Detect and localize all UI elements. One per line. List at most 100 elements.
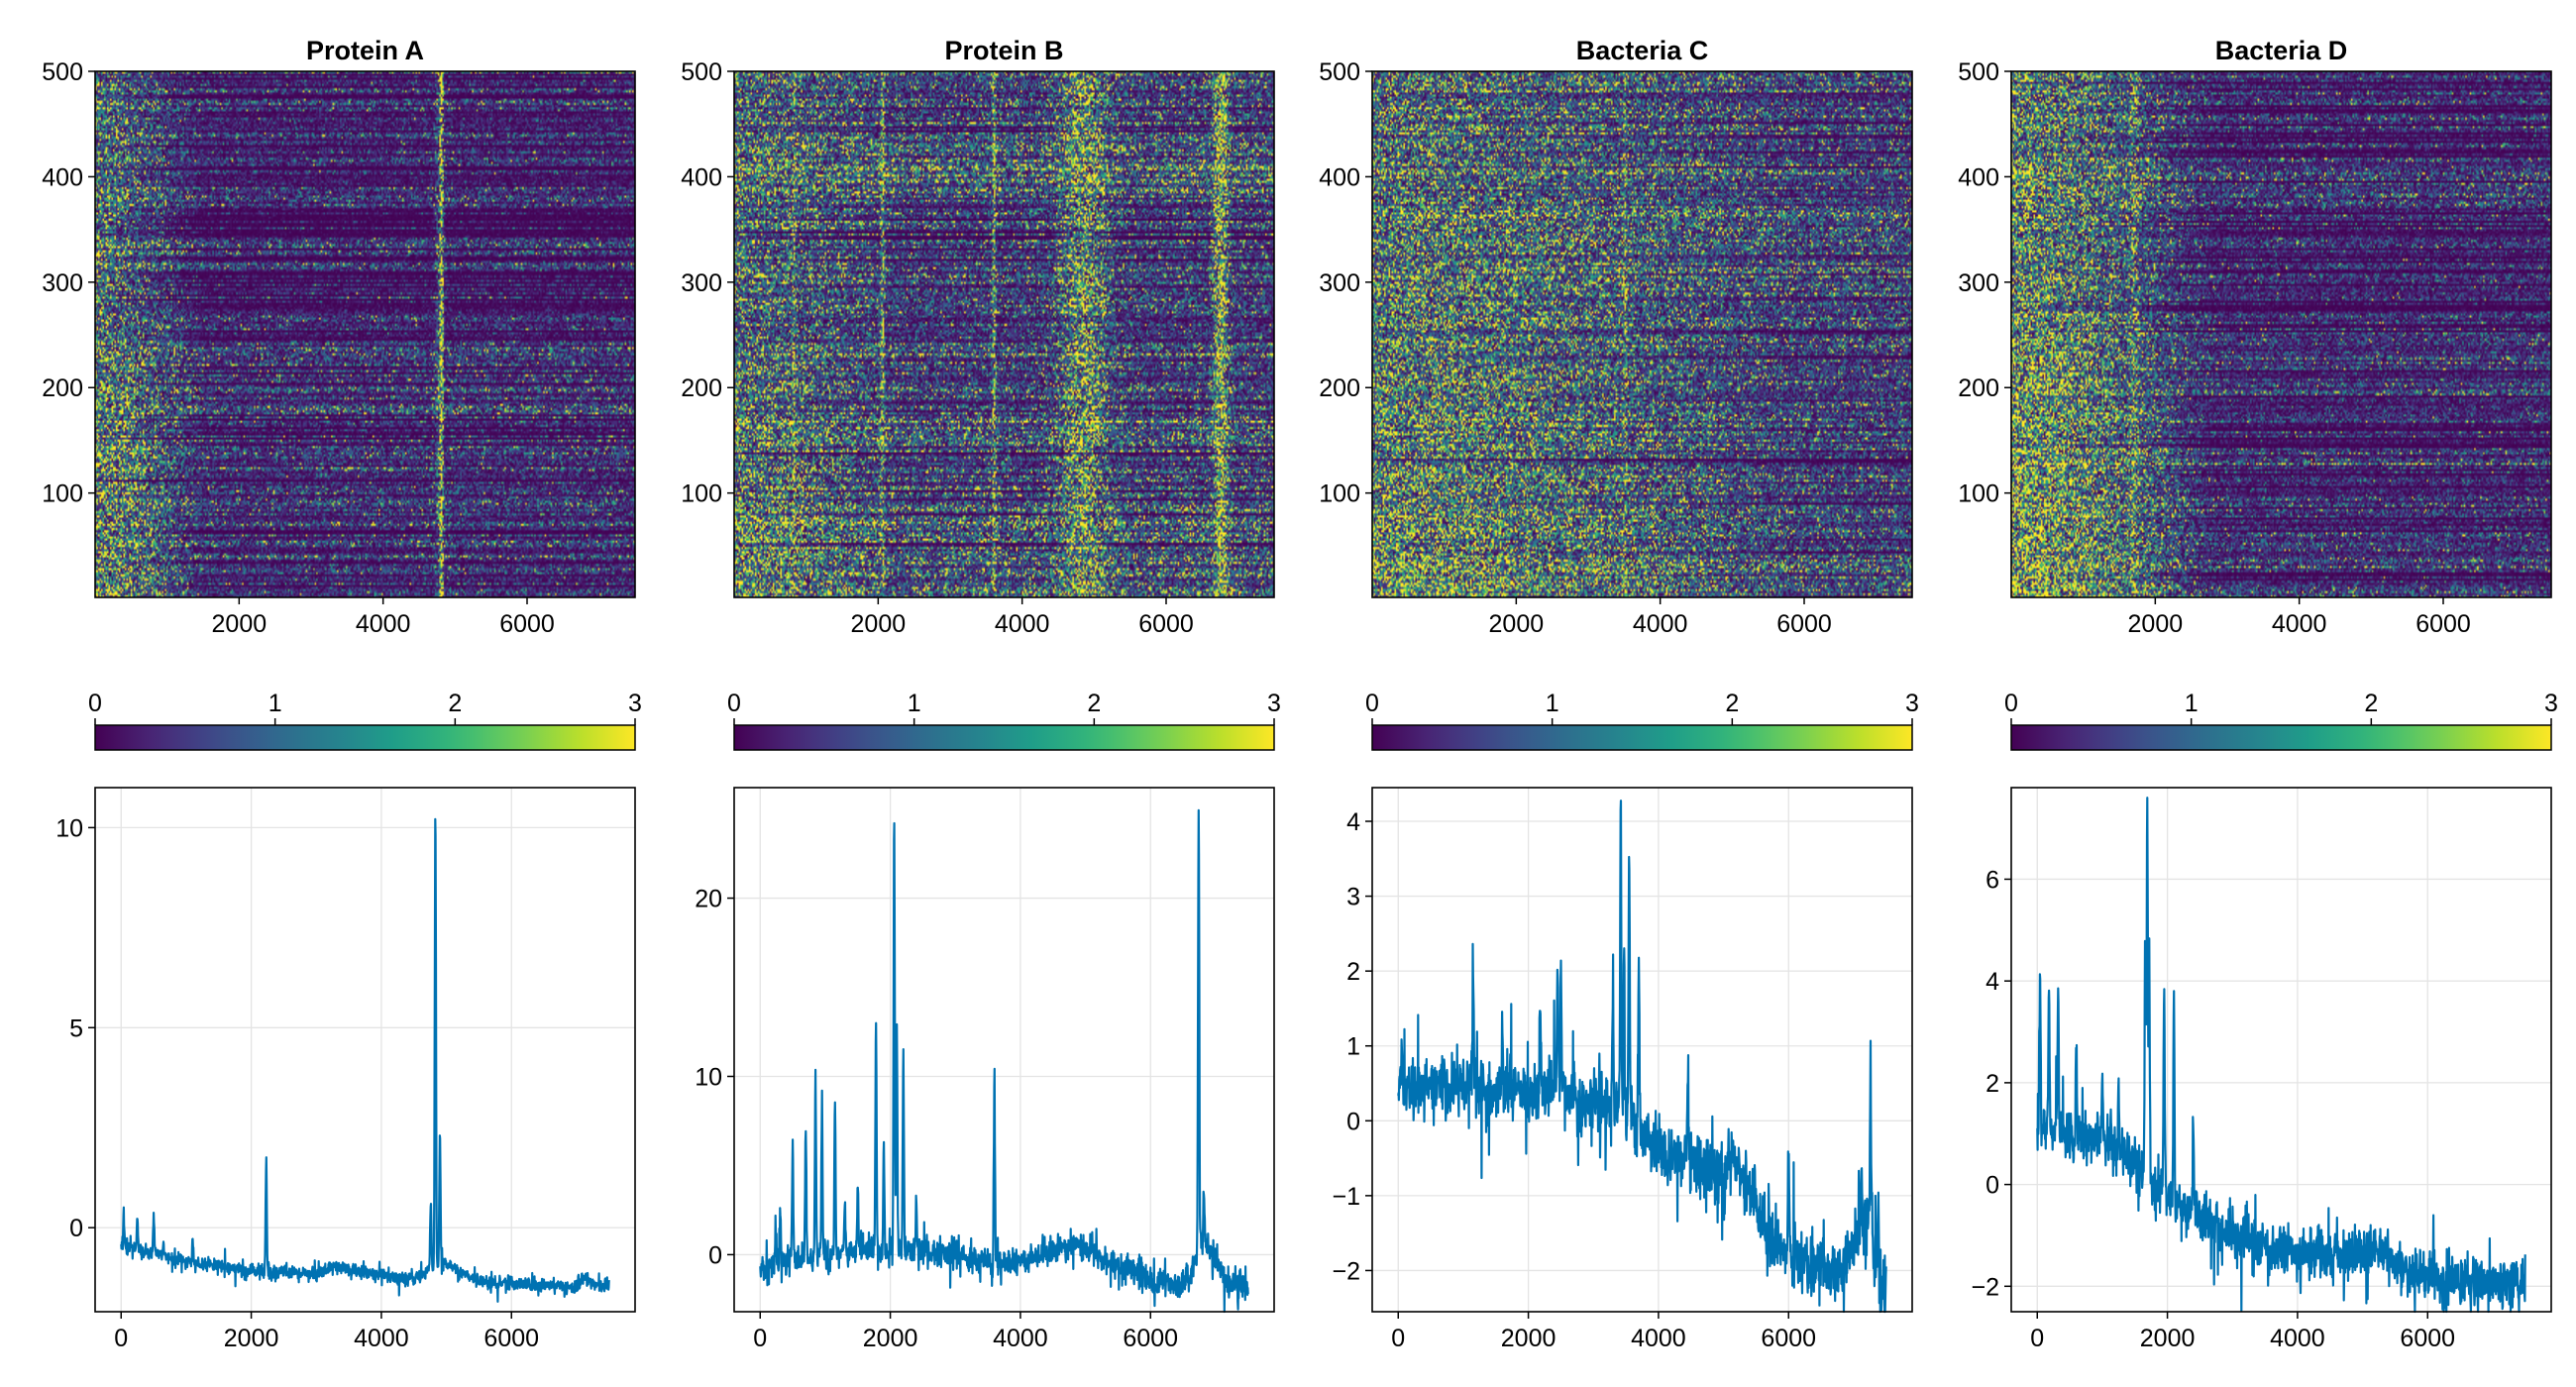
y-tick-label: 0 <box>69 1215 83 1242</box>
panel-title: Protein B <box>944 36 1063 65</box>
y-tick-label: 20 <box>695 886 722 913</box>
x-tick-label: 6000 <box>1776 610 1832 638</box>
x-tick-label: 4000 <box>1633 610 1688 638</box>
y-tick-label: 0 <box>708 1241 722 1269</box>
x-tick-label: 4000 <box>354 1325 409 1352</box>
y-tick-label: 500 <box>681 58 722 86</box>
colorbar-tick-label: 2 <box>1725 690 1739 717</box>
spectrum-line <box>120 817 610 1303</box>
y-tick-label: 400 <box>42 163 83 191</box>
y-tick-label: 2 <box>1986 1070 1999 1098</box>
colorbar-tick-label: 1 <box>268 690 282 717</box>
y-tick-label: 0 <box>1986 1172 1999 1200</box>
heatmap-panel-2: Bacteria C 2000 4000 6000 100 200 300 400 500 <box>1319 36 1913 638</box>
colorbar-0: 0 1 2 3 <box>88 690 642 751</box>
line-panel-1: 0 2000 4000 6000 0 10 20 <box>695 787 1275 1352</box>
x-tick-label: 2000 <box>1489 610 1545 638</box>
x-tick-label: 4000 <box>2270 1325 2325 1352</box>
x-tick-label: 0 <box>753 1325 767 1352</box>
heatmap-frame <box>94 70 636 598</box>
plot-frame <box>1371 787 1913 1313</box>
colorbar-gradient <box>1371 724 1913 751</box>
colorbar-tick-label: 1 <box>1546 690 1559 717</box>
x-tick-label: 0 <box>2030 1325 2044 1352</box>
panel-title: Bacteria C <box>1576 36 1709 65</box>
colorbar-gradient <box>94 724 636 751</box>
x-tick-label: 0 <box>1391 1325 1405 1352</box>
x-tick-label: 2000 <box>212 610 268 638</box>
colorbar-gradient <box>2010 724 2552 751</box>
y-tick-label: 300 <box>681 269 722 297</box>
x-tick-label: 4000 <box>356 610 411 638</box>
x-tick-label: 6000 <box>1123 1325 1178 1352</box>
spectrum-line <box>759 808 1249 1314</box>
panel-title: Bacteria D <box>2215 36 2348 65</box>
x-tick-label: 4000 <box>1631 1325 1686 1352</box>
y-tick-label: 1 <box>1346 1033 1360 1061</box>
heatmap-frame <box>733 70 1275 598</box>
x-tick-label: 2000 <box>224 1325 279 1352</box>
x-tick-label: 2000 <box>863 1325 918 1352</box>
y-tick-label: 0 <box>1346 1108 1360 1135</box>
heatmap-panel-3: Bacteria D 2000 4000 6000 100 200 300 400 500 <box>1958 36 2552 638</box>
colorbar-1: 0 1 2 3 <box>727 690 1281 751</box>
heatmap-raster <box>95 71 635 597</box>
x-tick-label: 4000 <box>993 1325 1048 1352</box>
plot-frame <box>2010 787 2552 1313</box>
heatmap-panel-1: Protein B 2000 4000 6000 100 200 300 400 500 <box>681 36 1275 638</box>
y-tick-label: 100 <box>42 480 83 508</box>
colorbar-tick-label: 1 <box>2185 690 2199 717</box>
plot-area <box>1372 788 1912 1312</box>
spectrum-line <box>1397 800 1887 1314</box>
x-tick-label: 2000 <box>2140 1325 2196 1352</box>
y-tick-label: 300 <box>42 269 83 297</box>
y-tick-label: 100 <box>681 480 722 508</box>
x-tick-label: 4000 <box>995 610 1050 638</box>
plot-area <box>734 788 1274 1312</box>
x-tick-label: 2000 <box>851 610 907 638</box>
y-tick-label: 500 <box>1958 58 1999 86</box>
y-tick-label: 300 <box>1319 269 1360 297</box>
plot-frame <box>94 787 636 1313</box>
heatmap-raster <box>1372 71 1912 597</box>
y-tick-label: 500 <box>42 58 83 86</box>
line-panel-0: 0 2000 4000 6000 0 5 10 <box>55 787 636 1352</box>
colorbar-tick-label: 0 <box>88 690 102 717</box>
plot-frame <box>733 787 1275 1313</box>
colorbar-tick-label: 2 <box>448 690 462 717</box>
colorbar-tick-label: 1 <box>908 690 921 717</box>
line-panel-3: 0 2000 4000 6000 −2 0 2 4 6 <box>1971 787 2552 1352</box>
x-tick-label: 6000 <box>1761 1325 1816 1352</box>
colorbar-tick-label: 2 <box>2364 690 2378 717</box>
heatmap-frame <box>1371 70 1913 598</box>
y-tick-label: 4 <box>1346 808 1360 836</box>
heatmap-raster <box>2011 71 2551 597</box>
x-tick-label: 6000 <box>483 1325 539 1352</box>
panel-title: Protein A <box>306 36 424 65</box>
y-tick-label: 200 <box>1319 374 1360 402</box>
x-tick-label: 4000 <box>2272 610 2327 638</box>
colorbar-tick-label: 0 <box>727 690 741 717</box>
x-tick-label: 6000 <box>2400 1325 2455 1352</box>
spectrum-line <box>2036 797 2526 1314</box>
y-tick-label: 200 <box>681 374 722 402</box>
colorbar-tick-label: 3 <box>2544 690 2558 717</box>
y-tick-label: 100 <box>1319 480 1360 508</box>
y-tick-label: 200 <box>42 374 83 402</box>
y-tick-label: 500 <box>1319 58 1360 86</box>
y-tick-label: 3 <box>1346 884 1360 911</box>
y-tick-label: 300 <box>1958 269 1999 297</box>
plot-area <box>95 788 635 1312</box>
y-tick-label: −1 <box>1332 1183 1360 1211</box>
y-tick-label: 4 <box>1986 968 1999 996</box>
y-tick-label: 200 <box>1958 374 1999 402</box>
y-tick-label: 100 <box>1958 480 1999 508</box>
heatmap-panel-0: Protein A 2000 4000 6000 100 200 300 400 500 <box>42 36 636 638</box>
y-tick-label: −2 <box>1971 1273 1999 1301</box>
heatmap-frame <box>2010 70 2552 598</box>
colorbar-tick-label: 3 <box>628 690 642 717</box>
plot-area <box>2011 788 2551 1312</box>
x-tick-label: 6000 <box>2415 610 2471 638</box>
